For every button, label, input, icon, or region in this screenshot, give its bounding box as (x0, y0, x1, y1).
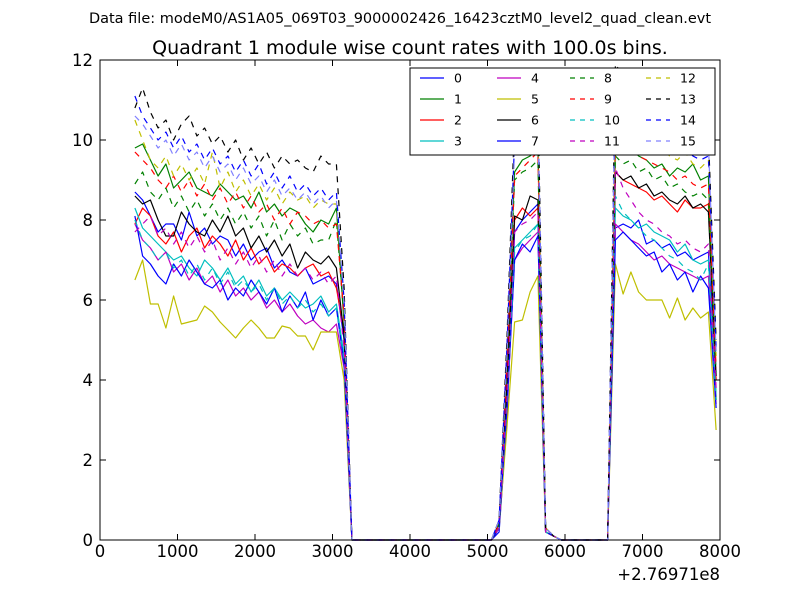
x-tick-label: 1000 (157, 542, 199, 561)
chart-title: Quadrant 1 module wise count rates with … (152, 37, 668, 59)
legend-label-4: 4 (531, 71, 539, 86)
series-line-1 (134, 131, 717, 541)
x-tick-label: 0 (95, 542, 106, 561)
legend-label-7: 7 (531, 134, 539, 149)
x-tick-label: 2000 (234, 542, 276, 561)
series-line-10 (134, 195, 717, 541)
series-line-8 (134, 155, 717, 541)
legend-label-6: 6 (531, 113, 539, 128)
x-tick-label: 6000 (544, 542, 586, 561)
y-tick-label: 10 (72, 131, 93, 150)
series-line-3 (134, 207, 717, 541)
y-tick-label: 2 (83, 451, 94, 470)
legend-label-15: 15 (680, 134, 696, 149)
legend-label-10: 10 (604, 113, 620, 128)
x-tick-label: 8000 (699, 542, 741, 561)
legend-label-5: 5 (531, 92, 539, 107)
y-tick-label: 6 (83, 291, 94, 310)
legend-label-11: 11 (604, 134, 620, 149)
legend-label-12: 12 (680, 71, 696, 86)
figure-suptitle: Data file: modeM0/AS1A05_069T03_90000024… (89, 11, 711, 27)
axis-ticks: 0 1000 2000 3000 4000 5000 6000 7000 80000246810… (72, 51, 741, 561)
series-line-14 (134, 91, 717, 541)
legend-label-2: 2 (454, 113, 462, 128)
series-line-0 (134, 191, 717, 541)
x-tick-label: 4000 (389, 542, 431, 561)
legend-frame (409, 67, 716, 156)
legend-label-1: 1 (454, 92, 462, 107)
x-tick-label: 3000 (312, 542, 354, 561)
series-line-7 (134, 215, 717, 541)
y-tick-label: 0 (83, 531, 94, 550)
y-tick-label: 4 (83, 371, 94, 390)
x-tick-label: 7000 (622, 542, 664, 561)
series-line-11 (134, 167, 717, 541)
legend-label-0: 0 (454, 71, 462, 86)
x-tick-label: 5000 (467, 542, 509, 561)
y-tick-label: 12 (72, 51, 93, 70)
legend-label-13: 13 (680, 92, 696, 107)
legend-label-3: 3 (454, 134, 462, 149)
y-tick-label: 8 (83, 211, 94, 230)
legend-label-9: 9 (604, 92, 612, 107)
series-line-9 (134, 135, 717, 541)
legend-label-14: 14 (680, 113, 696, 128)
legend-label-8: 8 (604, 71, 612, 86)
series-line-5 (134, 259, 717, 541)
x-offset-label: +2.76971e8 (617, 565, 720, 584)
series-line-4 (134, 223, 717, 541)
